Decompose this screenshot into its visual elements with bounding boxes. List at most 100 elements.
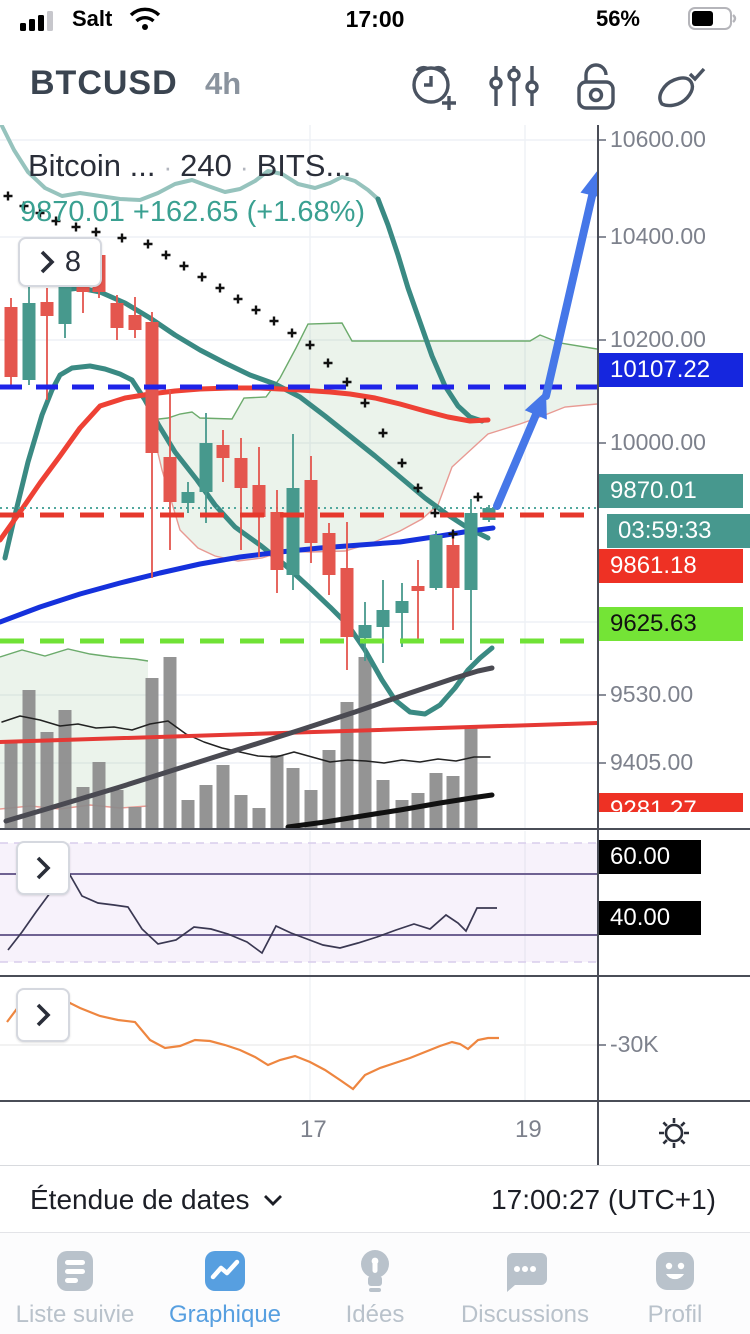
axis-price-label: 10400.00 bbox=[610, 223, 706, 249]
vol-ma-thin bbox=[1, 715, 491, 764]
psar-cross bbox=[35, 208, 45, 218]
psar-cross bbox=[71, 222, 81, 232]
tab-label: Profil bbox=[647, 1301, 703, 1328]
indicators-icon[interactable] bbox=[486, 58, 542, 114]
axis-tick bbox=[597, 236, 606, 238]
candle bbox=[322, 533, 336, 575]
volume-bar bbox=[234, 795, 248, 828]
legend-exchange: BITS... bbox=[256, 148, 352, 183]
tab-profile[interactable]: Profil bbox=[600, 1233, 750, 1334]
date-range-label: Étendue de dates bbox=[30, 1184, 250, 1215]
chevron-down-icon bbox=[263, 1195, 282, 1206]
wifi-icon bbox=[129, 7, 161, 30]
carrier-label: Salt bbox=[72, 6, 113, 31]
volume-bar bbox=[464, 728, 478, 828]
axis-divider bbox=[597, 125, 599, 1165]
psar-cross bbox=[448, 529, 458, 539]
panel-separator[interactable] bbox=[0, 828, 750, 830]
long-up-arrow bbox=[542, 191, 597, 400]
psar-cross bbox=[179, 261, 189, 271]
watchlist-icon bbox=[57, 1251, 93, 1291]
candle bbox=[411, 586, 425, 591]
volume-bar bbox=[286, 768, 300, 828]
theme-sun-icon[interactable] bbox=[655, 1114, 693, 1152]
tab-discussions[interactable]: Discussions bbox=[450, 1233, 600, 1334]
legend-line1[interactable]: Bitcoin ... · 240 · BITS... bbox=[28, 148, 352, 183]
candle bbox=[234, 458, 248, 488]
candle bbox=[110, 303, 124, 328]
rsi-expand-button[interactable] bbox=[16, 841, 70, 895]
indicator-count: 8 bbox=[64, 245, 82, 278]
candle bbox=[446, 545, 460, 588]
price-axis[interactable]: 10600.00 10400.00 10200.00 10107.22 10000.00… bbox=[597, 125, 750, 1165]
tab-label: Liste suivie bbox=[15, 1301, 135, 1328]
psar-cross bbox=[397, 458, 407, 468]
volume-bar bbox=[4, 743, 18, 828]
psar-cross bbox=[19, 201, 29, 211]
interval-button[interactable]: 4h bbox=[205, 66, 242, 101]
psar-cross bbox=[430, 508, 440, 518]
psar-cross bbox=[305, 340, 315, 350]
unlock-icon[interactable] bbox=[568, 58, 624, 114]
candle bbox=[429, 535, 443, 588]
brush-check-icon[interactable] bbox=[652, 58, 708, 114]
axis-price-chip: 9625.63 bbox=[599, 607, 743, 641]
time-tick-label: 19 bbox=[515, 1116, 542, 1143]
volume-bar bbox=[395, 800, 409, 828]
tab-label: Graphique bbox=[168, 1301, 282, 1328]
candle bbox=[286, 488, 300, 575]
axis-tick bbox=[597, 694, 606, 696]
psar-cross bbox=[360, 398, 370, 408]
candle bbox=[163, 457, 177, 502]
psar-cross bbox=[91, 227, 101, 237]
psar-cross bbox=[117, 233, 127, 243]
rsi-panel[interactable] bbox=[0, 831, 597, 975]
psar-cross bbox=[215, 283, 225, 293]
date-range-button[interactable]: Étendue de dates bbox=[30, 1184, 284, 1216]
axis-price-label: 10200.00 bbox=[610, 326, 706, 352]
panel-separator[interactable] bbox=[0, 1100, 750, 1102]
volume-bar bbox=[216, 765, 230, 828]
time-axis[interactable]: 17 19 bbox=[0, 1102, 750, 1164]
discussions-bubble-icon bbox=[507, 1253, 547, 1292]
volume-bar bbox=[270, 755, 284, 828]
panel-separator[interactable] bbox=[0, 975, 750, 977]
chevron-right-icon bbox=[36, 856, 51, 880]
psar-cross bbox=[197, 272, 207, 282]
candle bbox=[358, 625, 372, 638]
candle bbox=[128, 315, 142, 330]
chevron-right-icon bbox=[36, 1003, 51, 1027]
volume-bar bbox=[163, 657, 177, 828]
psar-cross bbox=[323, 358, 333, 368]
axis-tick bbox=[597, 139, 606, 141]
tab-ideas[interactable]: Idées bbox=[300, 1233, 450, 1334]
alarm-add-icon[interactable] bbox=[404, 58, 460, 114]
ideas-bulb-icon bbox=[361, 1250, 389, 1292]
oscillator-panel[interactable] bbox=[0, 977, 597, 1100]
tab-chart[interactable]: Graphique bbox=[150, 1233, 300, 1334]
candle bbox=[270, 512, 284, 570]
psar-cross bbox=[233, 294, 243, 304]
candle bbox=[304, 480, 318, 543]
volume-bar bbox=[340, 702, 354, 828]
indicators-expand-button[interactable]: 8 bbox=[18, 237, 102, 287]
date-range-bar: Étendue de dates 17:00:27 (UTC+1) bbox=[0, 1165, 750, 1233]
volume-bar bbox=[376, 780, 390, 828]
volume-bar bbox=[76, 787, 90, 828]
ma-teal-mid bbox=[59, 285, 491, 541]
psar-cross bbox=[251, 305, 261, 315]
symbol-button[interactable]: BTCUSD bbox=[30, 64, 178, 102]
candle bbox=[199, 443, 213, 492]
short-up-arrow bbox=[493, 410, 540, 510]
volume-bar bbox=[110, 790, 124, 828]
candle bbox=[395, 601, 409, 613]
main-chart[interactable] bbox=[0, 125, 597, 829]
psar-cross bbox=[161, 250, 171, 260]
legend-symbol: Bitcoin ... bbox=[28, 148, 156, 183]
volume-bar bbox=[252, 808, 266, 828]
oscillator-expand-button[interactable] bbox=[16, 988, 70, 1042]
tab-watchlist[interactable]: Liste suivie bbox=[0, 1233, 150, 1334]
status-bar: Salt 17:00 56% bbox=[0, 0, 750, 40]
tab-label: Idées bbox=[345, 1301, 405, 1328]
